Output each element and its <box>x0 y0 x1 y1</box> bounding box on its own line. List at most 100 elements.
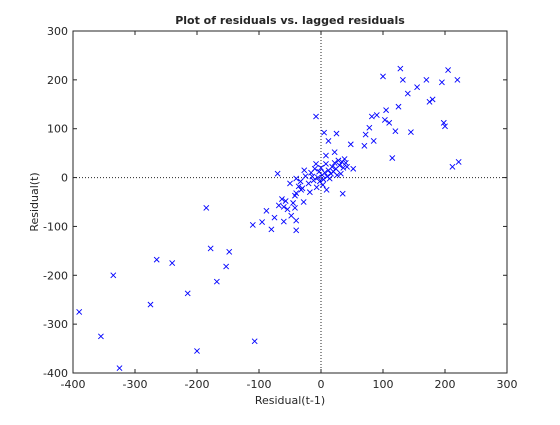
y-axis-title: Residual(t) <box>28 172 41 231</box>
data-point-marker <box>368 113 375 120</box>
data-point-marker <box>295 183 302 190</box>
x-tick-label: 200 <box>435 378 456 391</box>
data-point-marker <box>350 165 357 172</box>
data-point-marker <box>301 167 308 174</box>
data-point-marker <box>297 178 304 185</box>
data-point-marker <box>268 226 275 233</box>
data-point-marker <box>302 173 309 180</box>
data-point-marker <box>169 260 176 266</box>
x-axis-title: Residual(t-1) <box>255 394 325 407</box>
y-tick-label: 300 <box>47 25 68 38</box>
data-point-marker <box>97 333 104 340</box>
data-points <box>76 65 462 372</box>
data-point-marker <box>280 218 287 225</box>
data-point-marker <box>438 79 445 86</box>
data-point-marker <box>399 76 406 83</box>
y-tick-label: -300 <box>43 318 68 331</box>
data-point-marker <box>440 119 447 126</box>
data-point-marker <box>110 272 117 279</box>
data-point-marker <box>331 159 338 166</box>
data-point-marker <box>116 365 123 372</box>
data-point-marker <box>305 180 312 187</box>
data-point-marker <box>313 184 320 191</box>
data-point-marker <box>321 169 328 176</box>
data-point-marker <box>290 200 297 206</box>
data-point-marker <box>223 263 230 270</box>
data-point-marker <box>341 156 348 162</box>
data-point-marker <box>373 112 380 118</box>
data-point-marker <box>366 124 373 131</box>
data-point-marker <box>310 177 317 184</box>
data-point-marker <box>313 113 319 120</box>
x-tick-label: 0 <box>318 378 325 391</box>
data-point-marker <box>344 163 350 170</box>
data-point-marker <box>336 162 343 169</box>
y-tick-label: -100 <box>43 220 68 233</box>
data-point-marker <box>194 348 200 354</box>
data-point-marker <box>293 190 300 197</box>
data-point-marker <box>370 138 377 144</box>
data-point-marker <box>381 117 388 123</box>
data-point-marker <box>335 157 342 164</box>
data-point-marker <box>329 163 336 170</box>
data-point-marker <box>429 96 436 103</box>
x-tick-label: -200 <box>185 378 210 391</box>
data-point-marker <box>147 301 154 308</box>
data-point-marker <box>326 175 333 182</box>
data-point-marker <box>288 212 295 219</box>
data-point-marker <box>445 67 452 74</box>
y-tick-label: 100 <box>47 123 68 136</box>
x-tick-label: 100 <box>373 378 394 391</box>
x-tick-label: -100 <box>247 378 272 391</box>
data-point-marker <box>426 98 433 105</box>
data-point-marker <box>280 203 287 210</box>
data-point-marker <box>263 207 270 214</box>
data-point-marker <box>275 202 282 209</box>
data-point-marker <box>397 65 404 72</box>
data-point-marker <box>414 84 421 91</box>
data-point-marker <box>293 217 300 224</box>
data-point-marker <box>386 119 393 126</box>
data-point-marker <box>76 309 83 315</box>
data-point-marker <box>339 190 346 197</box>
data-point-marker <box>361 142 368 149</box>
data-point-marker <box>207 245 214 252</box>
data-point-marker <box>203 204 210 211</box>
data-point-marker <box>184 290 191 297</box>
data-point-marker <box>383 107 390 114</box>
data-point-marker <box>251 338 258 345</box>
data-point-marker <box>455 159 462 165</box>
data-point-marker <box>153 256 160 263</box>
data-point-marker <box>423 76 430 83</box>
plot-area <box>72 30 508 374</box>
data-point-marker <box>259 219 266 225</box>
data-point-marker <box>442 123 448 130</box>
data-point-marker <box>323 152 329 159</box>
data-point-marker <box>389 155 396 161</box>
data-point-marker <box>323 160 329 167</box>
x-axis-ticks: -400 -300 -200 -100 0 100 200 300 <box>61 31 518 391</box>
data-point-marker <box>407 129 414 136</box>
data-point-marker <box>334 172 341 179</box>
data-point-marker <box>342 159 349 166</box>
data-point-marker <box>271 214 278 221</box>
y-tick-label: -400 <box>43 367 68 380</box>
x-tick-label: -400 <box>61 378 86 391</box>
data-point-marker <box>300 199 307 205</box>
data-point-marker <box>318 164 324 171</box>
data-point-marker <box>274 170 281 177</box>
data-point-marker <box>319 181 326 188</box>
data-point-marker <box>226 248 233 255</box>
y-tick-label: -200 <box>43 269 68 282</box>
data-point-marker <box>333 130 340 137</box>
data-point-marker <box>213 278 220 285</box>
data-point-marker <box>282 198 289 204</box>
data-point-marker <box>309 173 316 180</box>
x-tick-label: -300 <box>123 378 148 391</box>
data-point-marker <box>321 129 328 136</box>
x-tick-label: 300 <box>497 378 518 391</box>
y-tick-label: 200 <box>47 74 68 87</box>
data-point-marker <box>404 90 411 97</box>
